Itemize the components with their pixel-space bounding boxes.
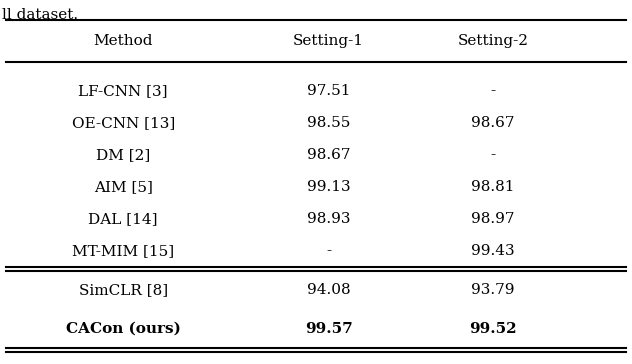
Text: AIM [5]: AIM [5] <box>94 180 153 194</box>
Text: DM [2]: DM [2] <box>96 148 150 162</box>
Text: 99.13: 99.13 <box>307 180 351 194</box>
Text: -: - <box>490 148 495 162</box>
Text: 98.97: 98.97 <box>471 212 514 226</box>
Text: SimCLR [8]: SimCLR [8] <box>78 283 168 297</box>
Text: -: - <box>326 244 331 258</box>
Text: 97.51: 97.51 <box>307 84 350 98</box>
Text: 98.81: 98.81 <box>471 180 514 194</box>
Text: 98.67: 98.67 <box>471 116 514 130</box>
Text: MT-MIM [15]: MT-MIM [15] <box>72 244 174 258</box>
Text: OE-CNN [13]: OE-CNN [13] <box>71 116 175 130</box>
Text: 93.79: 93.79 <box>471 283 514 297</box>
Text: CACon (ours): CACon (ours) <box>66 322 181 336</box>
Text: DAL [14]: DAL [14] <box>88 212 158 226</box>
Text: 98.93: 98.93 <box>307 212 350 226</box>
Text: 98.67: 98.67 <box>307 148 350 162</box>
Text: ll dataset.: ll dataset. <box>2 8 78 22</box>
Text: Setting-1: Setting-1 <box>293 34 364 48</box>
Text: -: - <box>490 84 495 98</box>
Text: LF-CNN [3]: LF-CNN [3] <box>78 84 168 98</box>
Text: Setting-2: Setting-2 <box>458 34 528 48</box>
Text: 99.43: 99.43 <box>471 244 515 258</box>
Text: Method: Method <box>94 34 153 48</box>
Text: 99.52: 99.52 <box>469 322 517 336</box>
Text: 98.55: 98.55 <box>307 116 350 130</box>
Text: 99.57: 99.57 <box>305 322 353 336</box>
Text: 94.08: 94.08 <box>307 283 351 297</box>
